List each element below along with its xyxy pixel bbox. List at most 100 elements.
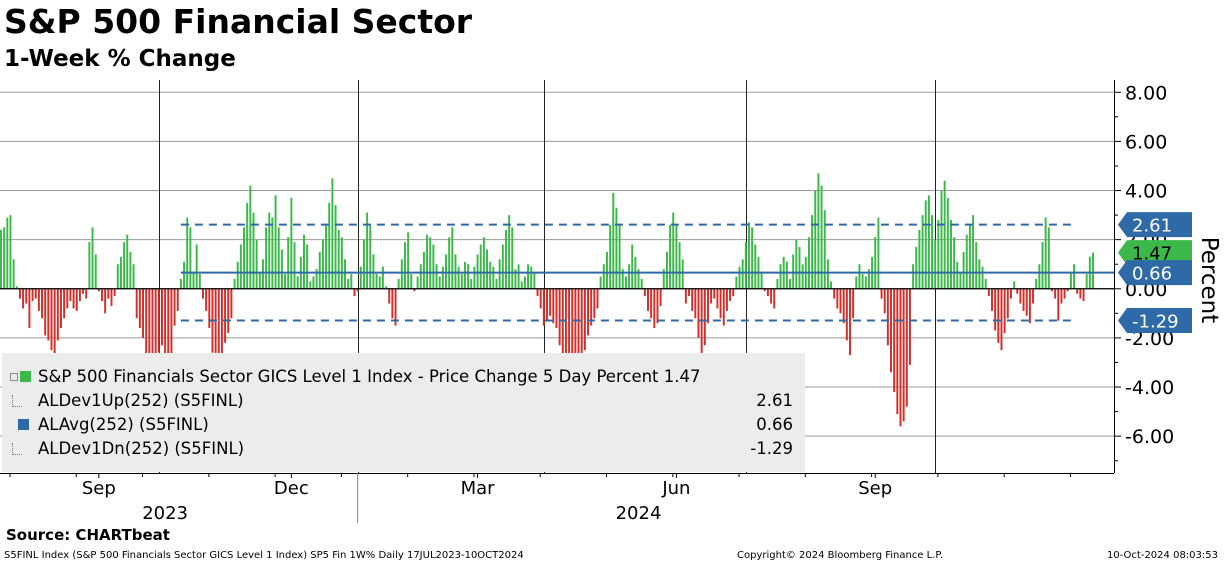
bar <box>249 185 252 289</box>
bar <box>934 239 937 289</box>
bar <box>710 288 713 304</box>
bar <box>435 264 438 289</box>
bar <box>504 229 507 289</box>
bar <box>754 244 757 289</box>
bar <box>890 288 892 373</box>
bar <box>344 259 346 289</box>
bar <box>852 288 855 319</box>
bar <box>946 197 949 289</box>
bar <box>596 288 599 309</box>
bar <box>126 234 129 289</box>
bar <box>432 244 435 289</box>
bar <box>514 269 517 289</box>
legend-item-dev-up[interactable]: ALDev1Up(252) (S5FINL) 2.61 <box>2 389 805 413</box>
bar <box>388 288 391 304</box>
bar <box>94 254 97 289</box>
bar <box>50 288 53 351</box>
bar <box>836 288 839 309</box>
bar <box>78 288 81 302</box>
y-tick-label: 4.00 <box>1125 181 1167 203</box>
bar <box>583 288 586 351</box>
bar <box>1016 288 1019 294</box>
bar <box>886 288 889 346</box>
bar <box>1000 288 1003 351</box>
blue-swatch-icon <box>18 419 29 430</box>
bar <box>328 202 331 289</box>
bar <box>880 288 883 299</box>
bar <box>927 195 930 289</box>
legend-item-avg[interactable]: ALAvg(252) (S5FINL) 0.66 <box>2 413 805 437</box>
bar <box>725 288 728 311</box>
bar <box>315 269 318 289</box>
bar <box>520 281 523 289</box>
bar <box>719 288 722 319</box>
bar <box>129 251 132 289</box>
bar <box>280 249 283 289</box>
bar <box>533 271 536 289</box>
bar <box>1085 274 1088 289</box>
bar <box>968 224 971 289</box>
bar <box>451 227 454 289</box>
bar <box>949 220 952 289</box>
bar <box>391 288 394 319</box>
bar <box>972 215 975 289</box>
bar <box>6 217 9 289</box>
bar <box>1032 288 1035 304</box>
bar <box>902 288 905 422</box>
bar <box>290 197 293 289</box>
y-tick-label: -2.00 <box>1125 328 1174 350</box>
bar <box>896 288 899 415</box>
bar <box>296 276 299 289</box>
bar <box>359 266 362 289</box>
bar <box>893 288 896 392</box>
bar <box>994 288 997 331</box>
bar <box>1063 288 1066 299</box>
bar <box>1060 288 1063 304</box>
bar <box>356 288 359 292</box>
bar <box>410 274 413 289</box>
bar <box>179 278 182 289</box>
bar <box>457 266 460 289</box>
bar <box>116 264 119 289</box>
bar <box>110 288 113 306</box>
bar <box>47 288 50 341</box>
bar <box>479 244 482 289</box>
bar <box>0 229 2 289</box>
bar <box>801 264 804 289</box>
value-tag: 1.47 <box>1118 240 1192 266</box>
bar <box>789 278 791 289</box>
bar <box>331 178 334 289</box>
bar <box>577 288 580 380</box>
bar <box>981 266 984 289</box>
bar <box>830 281 833 289</box>
bar <box>530 266 533 289</box>
legend-item-price-change[interactable]: S&P 500 Financials Sector GICS Level 1 I… <box>2 365 805 389</box>
bar <box>609 224 612 289</box>
bar <box>915 247 918 289</box>
bar <box>546 288 548 321</box>
bar <box>186 217 189 289</box>
bar <box>56 288 59 341</box>
bar <box>659 288 662 306</box>
bar <box>25 288 28 304</box>
bar <box>208 288 211 329</box>
bar <box>15 286 18 289</box>
bar <box>113 288 116 297</box>
bar <box>552 288 555 324</box>
y-tick-label: 6.00 <box>1125 131 1167 153</box>
bar <box>145 288 148 356</box>
x-tick-label: Sep <box>858 478 892 499</box>
legend-item-dev-down[interactable]: ALDev1Dn(252) (S5FINL) -1.29 <box>2 437 805 461</box>
bar <box>1069 271 1072 289</box>
bar <box>1009 288 1012 299</box>
bar <box>441 266 444 289</box>
bar <box>183 261 186 289</box>
bar <box>119 256 122 289</box>
bar <box>628 264 631 289</box>
bar <box>940 190 943 289</box>
bar <box>1044 217 1047 289</box>
bar <box>347 278 350 289</box>
bar <box>132 264 135 289</box>
value-tags: 2.61 1.470.66 -1.29 <box>1118 212 1192 333</box>
